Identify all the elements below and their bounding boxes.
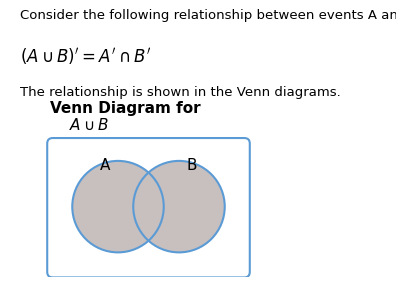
Text: Venn Diagram for: Venn Diagram for [50, 101, 200, 116]
Text: A: A [100, 158, 110, 173]
FancyBboxPatch shape [47, 138, 250, 278]
Text: B: B [187, 158, 197, 173]
Text: $(A \cup B)' = A'\cap B'$: $(A \cup B)' = A'\cap B'$ [20, 46, 151, 67]
Text: The relationship is shown in the Venn diagrams.: The relationship is shown in the Venn di… [20, 86, 341, 99]
Text: Consider the following relationship between events A and B:: Consider the following relationship betw… [20, 9, 396, 22]
Text: $A \cup B$: $A \cup B$ [69, 117, 109, 133]
Circle shape [133, 161, 225, 252]
Circle shape [72, 161, 164, 252]
